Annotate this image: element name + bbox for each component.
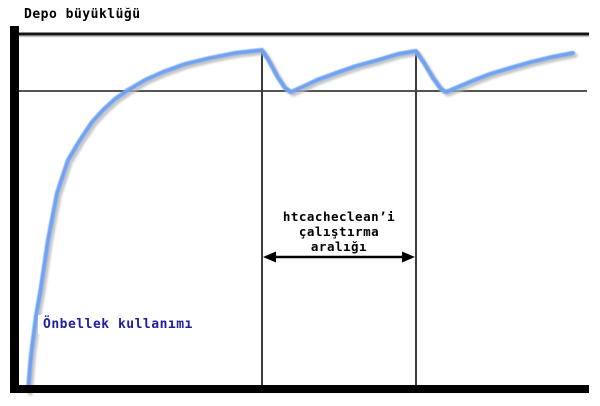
cache-usage-curve — [25, 47, 576, 394]
x-axis-bar — [10, 385, 589, 393]
interval-arrow-head-right — [402, 251, 415, 263]
y-axis-title: Depo büyüklüğü — [24, 7, 141, 22]
curve-label: Önbellek kullanımı — [38, 315, 198, 334]
cleanup-interval-label: htcacheclean’i çalıştırma aralığı — [257, 209, 421, 254]
interval-label-line-2: çalıştırma — [298, 224, 380, 239]
interval-label-line-3: aralığı — [310, 239, 368, 254]
interval-arrow-head-left — [263, 251, 276, 263]
y-axis-bar — [10, 26, 19, 393]
interval-label-line-1: htcacheclean’i — [282, 209, 396, 224]
